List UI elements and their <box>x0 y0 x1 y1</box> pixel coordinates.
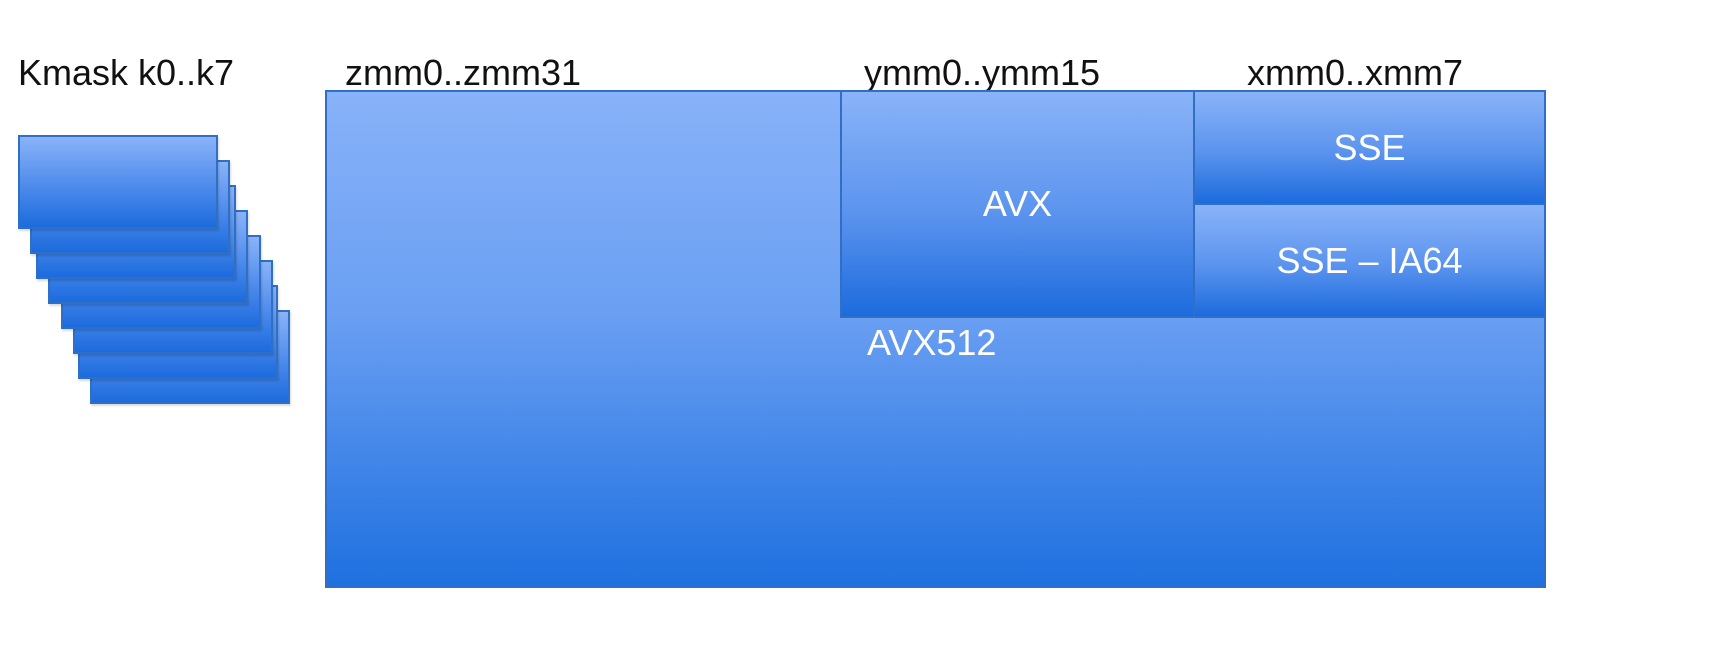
zmm-label: zmm0..zmm31 <box>345 52 582 93</box>
xmm-sse-block: SSE <box>1193 90 1546 205</box>
xmm-sse-ia64-block: SSE – IA64 <box>1193 203 1546 318</box>
avx512-region-label: AVX512 <box>867 322 997 363</box>
sse-ia64-region-label: SSE – IA64 <box>1276 239 1463 281</box>
ymm-label: ymm0..ymm15 <box>864 52 1101 93</box>
kmask-register-k0 <box>18 135 218 229</box>
xmm-label: xmm0..xmm7 <box>1247 52 1463 93</box>
kmask-label: Kmask k0..k7 <box>18 52 235 93</box>
avx-region-label: AVX <box>982 183 1053 224</box>
sse-region-label: SSE <box>1333 126 1406 168</box>
ymm-avx-block: AVX <box>840 90 1195 318</box>
